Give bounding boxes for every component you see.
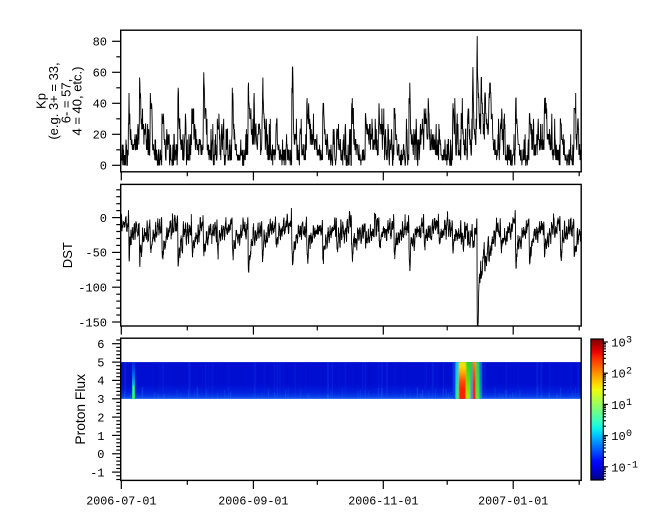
svg-text:(e.g. 3+ = 33,: (e.g. 3+ = 33,: [46, 62, 61, 139]
svg-text:-1: -1: [90, 466, 104, 480]
svg-text:0: 0: [100, 212, 107, 226]
svg-text:2: 2: [626, 367, 632, 378]
svg-text:20: 20: [93, 129, 107, 143]
svg-text:0: 0: [626, 429, 632, 440]
svg-text:Kp: Kp: [34, 93, 49, 109]
svg-text:0: 0: [100, 160, 107, 174]
svg-text:2: 2: [97, 411, 104, 425]
svg-text:2006-07-01: 2006-07-01: [86, 495, 156, 509]
svg-text:1: 1: [626, 398, 632, 409]
svg-text:80: 80: [93, 36, 107, 50]
svg-text:-1: -1: [626, 460, 638, 471]
svg-text:10: 10: [611, 368, 625, 382]
svg-text:-150: -150: [78, 316, 107, 330]
svg-text:2006-11-01: 2006-11-01: [348, 495, 418, 509]
svg-text:5: 5: [97, 356, 104, 370]
svg-text:4 = 40, etc.): 4 = 40, etc.): [70, 66, 85, 135]
svg-text:10: 10: [611, 399, 625, 413]
svg-text:10: 10: [611, 430, 625, 444]
svg-text:40: 40: [93, 98, 107, 112]
svg-text:10: 10: [611, 461, 625, 475]
svg-text:10: 10: [611, 337, 625, 351]
svg-text:-100: -100: [78, 282, 107, 296]
svg-text:-50: -50: [85, 247, 107, 261]
svg-text:4: 4: [97, 375, 104, 389]
svg-text:60: 60: [93, 67, 107, 81]
svg-text:2007-01-01: 2007-01-01: [478, 495, 548, 509]
svg-text:2006-09-01: 2006-09-01: [218, 495, 288, 509]
svg-text:3: 3: [626, 336, 632, 347]
svg-text:1: 1: [97, 430, 104, 444]
svg-text:3: 3: [97, 393, 104, 407]
svg-text:6- = 57,: 6- = 57,: [59, 79, 74, 123]
svg-text:DST: DST: [60, 242, 75, 268]
svg-text:6: 6: [97, 338, 104, 352]
svg-text:Proton Flux: Proton Flux: [73, 374, 88, 445]
svg-text:0: 0: [97, 448, 104, 462]
